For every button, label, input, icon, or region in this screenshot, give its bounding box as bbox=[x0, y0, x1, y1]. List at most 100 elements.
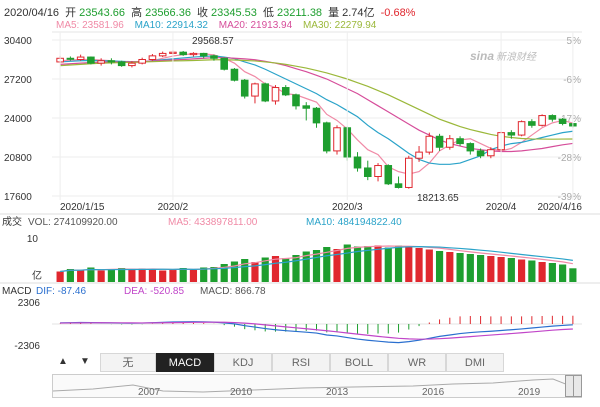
volume-bar bbox=[487, 256, 495, 282]
date-tick-label: 2020/1/15 bbox=[60, 202, 105, 213]
volume-value: 2.74亿 bbox=[342, 7, 375, 19]
volume-bar bbox=[548, 263, 556, 282]
low-label: 低 bbox=[262, 7, 274, 19]
volume-bar bbox=[538, 262, 546, 282]
volume-bar bbox=[230, 261, 239, 282]
candle-body bbox=[322, 122, 331, 152]
date-tick-label: 2020/4 bbox=[486, 202, 517, 213]
volume-bar bbox=[241, 259, 249, 282]
macd-dea-line bbox=[60, 321, 573, 340]
candle-body bbox=[261, 83, 270, 102]
volume-bar bbox=[169, 269, 177, 282]
volume-bar bbox=[271, 256, 280, 282]
volume-bar bbox=[251, 262, 259, 282]
volume-bar bbox=[323, 247, 331, 282]
macd-panel-label: MACD bbox=[2, 286, 31, 297]
ma-line-ma20 bbox=[60, 57, 573, 153]
candle-body bbox=[312, 107, 321, 124]
tab-kdj[interactable]: KDJ bbox=[214, 353, 272, 372]
candle-body bbox=[117, 61, 126, 67]
tab-macd[interactable]: MACD bbox=[156, 353, 214, 372]
ma20-legend: MA20: 21913.94 bbox=[218, 20, 293, 31]
high-annotation: 29568.57 bbox=[192, 36, 234, 47]
candle-body bbox=[363, 167, 372, 177]
candle-body bbox=[425, 135, 434, 153]
nav-year-2016: 2016 bbox=[422, 387, 445, 398]
date-tick-label: 2020/2 bbox=[158, 202, 189, 213]
percent-tick-label: -28% bbox=[558, 153, 581, 164]
ma-legend: MA5: 23581.96 MA10: 22914.32 MA20: 21913… bbox=[56, 20, 384, 31]
volume-label: 量 bbox=[328, 7, 340, 19]
candle-body bbox=[220, 57, 228, 70]
candle-body bbox=[107, 60, 116, 63]
volume-bar bbox=[200, 267, 208, 282]
tab-wr[interactable]: WR bbox=[388, 353, 446, 372]
volume-bar bbox=[384, 247, 392, 282]
tab-rsi[interactable]: RSI bbox=[272, 353, 330, 372]
quote-date: 2020/04/16 bbox=[4, 7, 60, 19]
price-tick-label: 20800 bbox=[4, 153, 32, 164]
volume-bar bbox=[302, 251, 310, 282]
candle-body bbox=[353, 156, 362, 169]
volume-bar bbox=[66, 269, 74, 282]
candle-body bbox=[158, 52, 167, 57]
candle-body bbox=[487, 149, 495, 157]
candle-body bbox=[384, 165, 393, 185]
volume-ma10-text: MA10: 484194822.40 bbox=[306, 217, 402, 228]
time-navigator[interactable] bbox=[52, 374, 582, 398]
candle-body bbox=[199, 52, 208, 57]
percent-tick-label: -17% bbox=[558, 114, 581, 125]
ohlc-header: 2020/04/16 开 23543.66 高 23566.36 收 23345.53… bbox=[4, 4, 418, 20]
candle-body bbox=[292, 94, 300, 107]
candle-body bbox=[138, 59, 146, 64]
high-value: 23566.36 bbox=[145, 7, 191, 19]
macd-dea-text: DEA: -520.85 bbox=[124, 286, 184, 297]
close-label: 收 bbox=[197, 7, 209, 19]
date-tick-label: 2020/4/16 bbox=[538, 202, 583, 213]
macd-axis-top: 2306 bbox=[18, 298, 41, 309]
up-arrow-icon[interactable]: ▲ bbox=[58, 356, 68, 367]
candle-body bbox=[466, 143, 475, 152]
candle-body bbox=[179, 51, 187, 56]
candle-body bbox=[230, 68, 239, 81]
price-tick-label: 30400 bbox=[4, 36, 32, 47]
candle-body bbox=[281, 87, 290, 96]
tab-none[interactable]: 无 bbox=[100, 353, 156, 372]
high-label: 高 bbox=[131, 7, 143, 19]
volume-bar bbox=[507, 258, 515, 282]
tab-boll[interactable]: BOLL bbox=[330, 353, 388, 372]
navigator-handle-right[interactable] bbox=[573, 375, 582, 397]
volume-ma-line bbox=[60, 245, 573, 273]
candle-body bbox=[210, 55, 218, 59]
price-tick-label: 17600 bbox=[4, 192, 32, 203]
volume-bar bbox=[56, 271, 64, 282]
candle-body bbox=[189, 52, 198, 56]
volume-bar bbox=[220, 264, 228, 282]
volume-bar bbox=[97, 270, 105, 282]
candle-body bbox=[528, 121, 536, 126]
price-tick-label: 24000 bbox=[4, 114, 32, 125]
volume-bar bbox=[107, 269, 115, 282]
down-arrow-icon[interactable]: ▼ bbox=[80, 356, 90, 367]
macd-axis-bottom: -2306 bbox=[14, 341, 40, 352]
open-value: 23543.66 bbox=[79, 7, 126, 19]
volume-axis-bottom: 亿 bbox=[32, 269, 42, 282]
candle-body bbox=[435, 135, 444, 148]
nav-year-2019: 2019 bbox=[518, 387, 541, 398]
volume-bar bbox=[456, 253, 464, 282]
volume-bar bbox=[189, 270, 198, 282]
tab-dmi[interactable]: DMI bbox=[446, 353, 504, 372]
ma30-legend: MA30: 22279.94 bbox=[302, 20, 377, 31]
percent-tick-label: 5% bbox=[567, 36, 582, 47]
volume-bar bbox=[138, 268, 146, 282]
volume-bar bbox=[364, 246, 372, 282]
candle-body bbox=[66, 57, 75, 60]
volume-panel-label: 成交 bbox=[2, 215, 22, 228]
candle-body bbox=[405, 157, 413, 188]
candle-body bbox=[538, 115, 546, 126]
volume-bar bbox=[128, 270, 136, 282]
candle-body bbox=[476, 150, 485, 157]
nav-year-2010: 2010 bbox=[230, 387, 253, 398]
date-tick-label: 2020/3 bbox=[332, 202, 363, 213]
